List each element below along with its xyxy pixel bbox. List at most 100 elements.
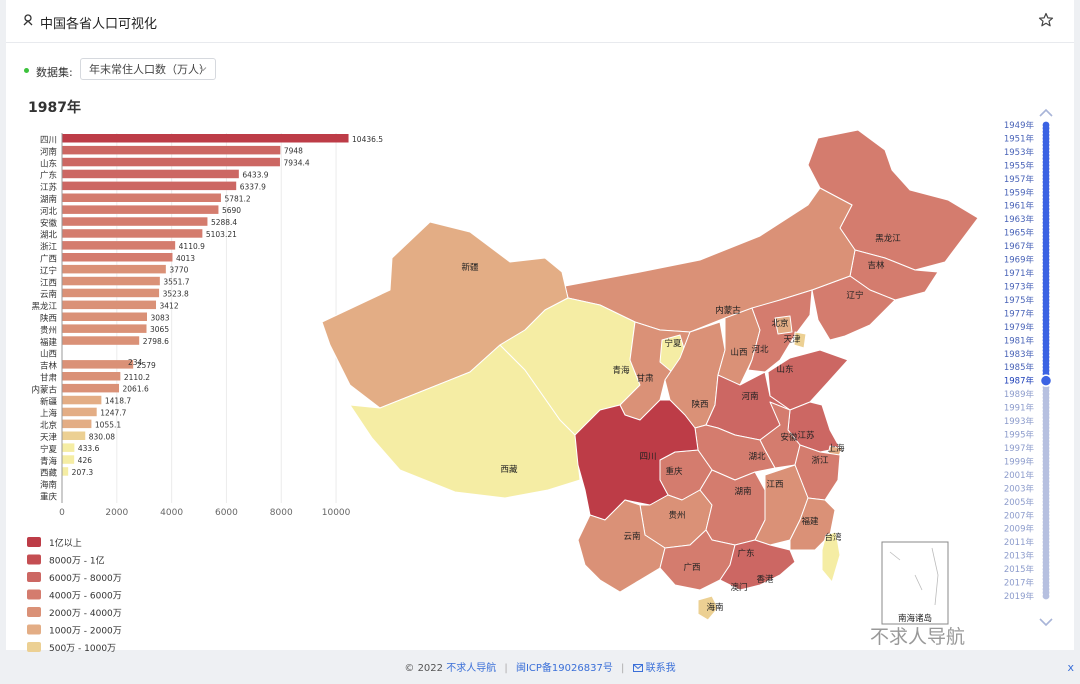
bar[interactable]	[62, 181, 237, 191]
bar[interactable]	[62, 395, 102, 405]
timeline-year[interactable]: 1953年	[1004, 147, 1035, 158]
legend-swatch[interactable]	[27, 607, 41, 617]
bar[interactable]	[62, 264, 166, 274]
timeline-year[interactable]: 2019年	[1004, 591, 1035, 602]
bar[interactable]	[62, 217, 208, 226]
timeline-year[interactable]: 1995年	[1004, 430, 1035, 441]
icp-link[interactable]: 闽ICP备19026837号	[515, 663, 613, 674]
timeline-year[interactable]: 1967年	[1004, 241, 1035, 252]
bar[interactable]	[62, 443, 75, 452]
timeline-year[interactable]: 2009年	[1004, 524, 1035, 535]
map-label: 内蒙古	[715, 305, 741, 316]
legend-swatch[interactable]	[27, 642, 41, 652]
timeline-year[interactable]: 1993年	[1004, 416, 1035, 427]
timeline-year[interactable]: 2013年	[1004, 551, 1035, 562]
timeline-year[interactable]: 1997年	[1004, 443, 1035, 454]
bar[interactable]	[62, 360, 134, 369]
bar[interactable]	[62, 229, 203, 238]
timeline-year[interactable]: 2007年	[1004, 510, 1035, 521]
map-label: 宁夏	[664, 338, 682, 349]
legend-swatch[interactable]	[27, 537, 41, 547]
bar[interactable]	[62, 157, 280, 167]
bar[interactable]	[62, 134, 349, 143]
data-label: 6337.9	[240, 182, 266, 191]
timeline-year[interactable]: 1975年	[1004, 295, 1035, 306]
bar[interactable]	[62, 431, 86, 441]
bar[interactable]	[62, 145, 281, 155]
timeline-year[interactable]: 1949年	[1004, 120, 1035, 131]
bar[interactable]	[62, 300, 157, 310]
timeline-year[interactable]: 1999年	[1004, 456, 1035, 467]
bar[interactable]	[62, 276, 160, 286]
timeline-year[interactable]: 2003年	[1004, 483, 1035, 494]
bar[interactable]	[62, 407, 97, 417]
chevron-down-icon[interactable]	[1039, 618, 1053, 627]
timeline-year[interactable]: 1985年	[1004, 362, 1035, 373]
province-liaoning[interactable]	[811, 275, 896, 341]
star-icon[interactable]	[1038, 12, 1054, 28]
timeline-year[interactable]: 2005年	[1004, 497, 1035, 508]
province-guangdong[interactable]	[719, 539, 796, 591]
province-taiwan[interactable]	[821, 531, 841, 583]
bar[interactable]	[62, 241, 176, 250]
timeline-year[interactable]: 1971年	[1004, 268, 1035, 279]
bar[interactable]	[62, 324, 147, 333]
province-jiangxi[interactable]	[754, 464, 809, 546]
timeline-year[interactable]: 1973年	[1004, 281, 1035, 292]
watermark: 不求人导航	[870, 626, 966, 648]
timeline-year[interactable]: 1957年	[1004, 174, 1035, 185]
contact-label: 联系我	[645, 663, 676, 674]
timeline-year[interactable]: 1979年	[1004, 322, 1035, 333]
timeline-year[interactable]: 1989年	[1004, 389, 1035, 400]
data-label: 426	[78, 456, 93, 465]
timeline-year[interactable]: 2015年	[1004, 564, 1035, 575]
bar[interactable]	[62, 455, 75, 464]
chevron-up-icon[interactable]	[1039, 108, 1053, 117]
legend-swatch[interactable]	[27, 589, 41, 600]
province-hainan[interactable]	[697, 595, 719, 621]
site-link[interactable]: 不求人导航	[446, 663, 497, 674]
timeline-year[interactable]: 2017年	[1004, 578, 1035, 589]
timeline-year[interactable]: 1991年	[1004, 403, 1035, 414]
timeline-year[interactable]: 1965年	[1004, 228, 1035, 239]
bar[interactable]	[62, 169, 239, 179]
bar[interactable]	[62, 205, 219, 214]
map-pin-icon	[23, 14, 33, 26]
legend-swatch[interactable]	[27, 554, 41, 565]
bar[interactable]	[62, 193, 221, 203]
dataset-select[interactable]: 年末常住人口数（万人）	[80, 58, 216, 80]
bar[interactable]	[62, 467, 69, 476]
bar[interactable]	[62, 336, 140, 345]
timeline-year[interactable]: 1981年	[1004, 335, 1035, 346]
timeline-year[interactable]: 2011年	[1004, 537, 1035, 548]
timeline-year[interactable]: 1963年	[1004, 214, 1035, 225]
map-label: 吉林	[867, 260, 885, 271]
province-anhui[interactable]	[759, 401, 801, 469]
timeline-year[interactable]: 1983年	[1004, 349, 1035, 360]
bar[interactable]	[62, 383, 120, 393]
timeline-year[interactable]: 1987年	[1004, 376, 1035, 387]
timeline-dot[interactable]	[1042, 592, 1050, 600]
timeline-year[interactable]: 1977年	[1004, 308, 1035, 319]
bar[interactable]	[62, 372, 121, 381]
timeline-year[interactable]: 1959年	[1004, 187, 1035, 198]
bar[interactable]	[62, 419, 92, 429]
bar[interactable]	[62, 312, 147, 322]
contact-link[interactable]: 联系我	[632, 663, 676, 674]
legend-swatch[interactable]	[27, 624, 41, 635]
legend-swatch[interactable]	[27, 572, 41, 582]
timeline-year[interactable]: 1969年	[1004, 255, 1035, 266]
province-beijing[interactable]	[774, 315, 793, 335]
timeline-handle[interactable]	[1039, 374, 1053, 387]
timeline-year[interactable]: 1961年	[1004, 201, 1035, 212]
bar[interactable]	[62, 288, 160, 298]
province-tianjin[interactable]	[793, 331, 807, 349]
timeline-year[interactable]: 1955年	[1004, 160, 1035, 171]
year-timeline[interactable]: 1949年 1951年 1953年 1955年 1957年 1959年 1961年 1963年…	[1004, 108, 1053, 627]
category-label: 北京	[40, 420, 57, 431]
timeline-year[interactable]: 1951年	[1004, 133, 1035, 144]
bar[interactable]	[62, 253, 173, 262]
timeline-year[interactable]: 2001年	[1004, 470, 1035, 481]
close-button[interactable]: x	[1067, 661, 1074, 674]
